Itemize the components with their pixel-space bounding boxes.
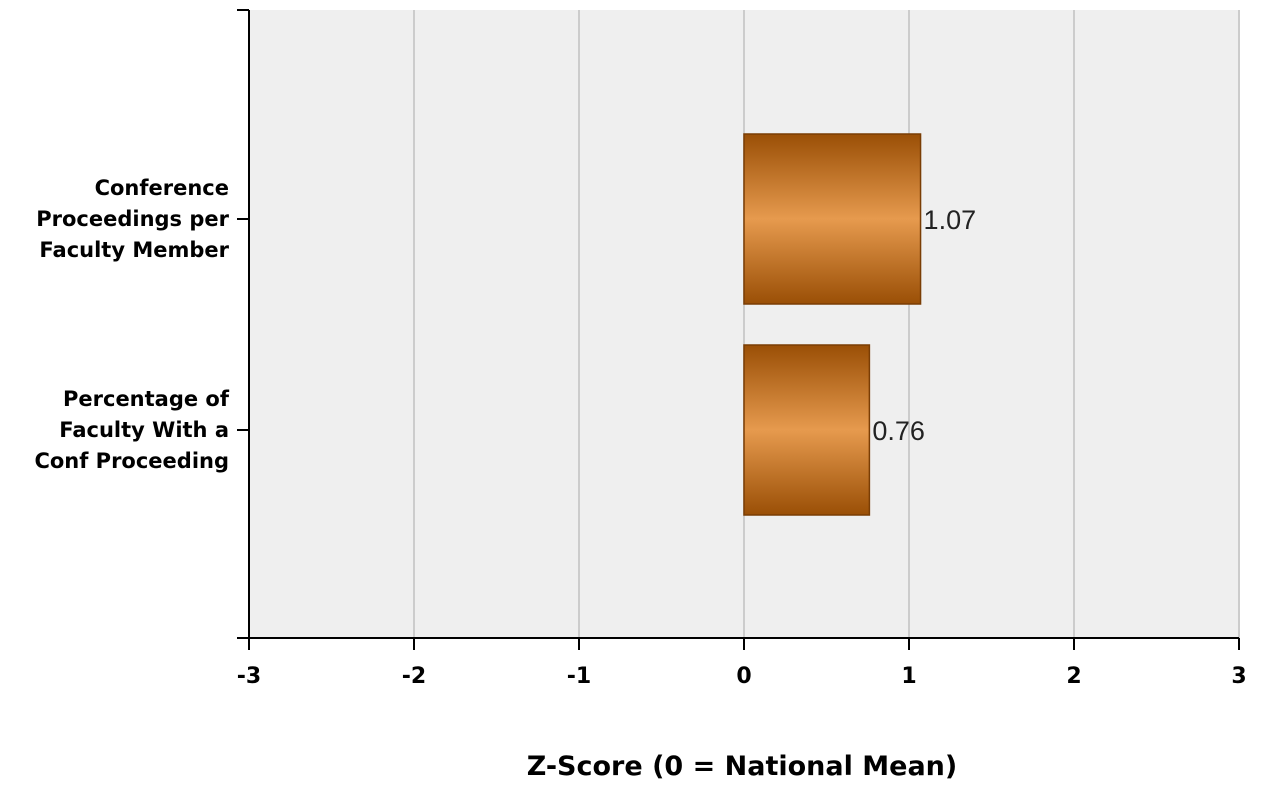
category-label-line: Proceedings per [36, 207, 229, 231]
category-label-line: Conference [95, 176, 229, 200]
x-tick-label: 0 [736, 664, 751, 689]
category-label-line: Faculty With a [59, 418, 229, 442]
x-tick-label: -2 [402, 664, 426, 689]
plot-band [744, 10, 909, 638]
plot-band [909, 10, 1074, 638]
category-label-line: Conf Proceeding [34, 449, 229, 473]
x-tick-label: -3 [237, 664, 261, 689]
plot-band [414, 10, 579, 638]
plot-band [579, 10, 744, 638]
plot-band [249, 10, 414, 638]
gridlines [413, 10, 1240, 638]
x-tick-label: 2 [1066, 664, 1081, 689]
bar [743, 133, 922, 305]
category-labels: Conference Proceedings per Faculty Member P… [34, 176, 229, 473]
x-tick-label: -1 [567, 664, 591, 689]
bar-value-label: 0.76 [872, 416, 925, 446]
axes [237, 9, 1240, 650]
x-tick-label: 1 [901, 664, 916, 689]
bars: 1.07 0.76 [743, 133, 977, 516]
bar [743, 344, 871, 516]
category-label: Conference Proceedings per Faculty Member [36, 176, 229, 262]
category-label-line: Percentage of [63, 387, 230, 411]
x-tick-label: 3 [1231, 664, 1246, 689]
x-axis-title: Z-Score (0 = National Mean) [527, 751, 957, 782]
category-label-line: Faculty Member [39, 238, 229, 262]
x-tick-labels: -3 -2 -1 0 1 2 3 [237, 664, 1247, 689]
plot-background-bands [249, 10, 1239, 638]
bar-value-label: 1.07 [924, 205, 977, 235]
category-label: Percentage of Faculty With a Conf Proceedi… [34, 387, 229, 473]
plot-band [1074, 10, 1239, 638]
